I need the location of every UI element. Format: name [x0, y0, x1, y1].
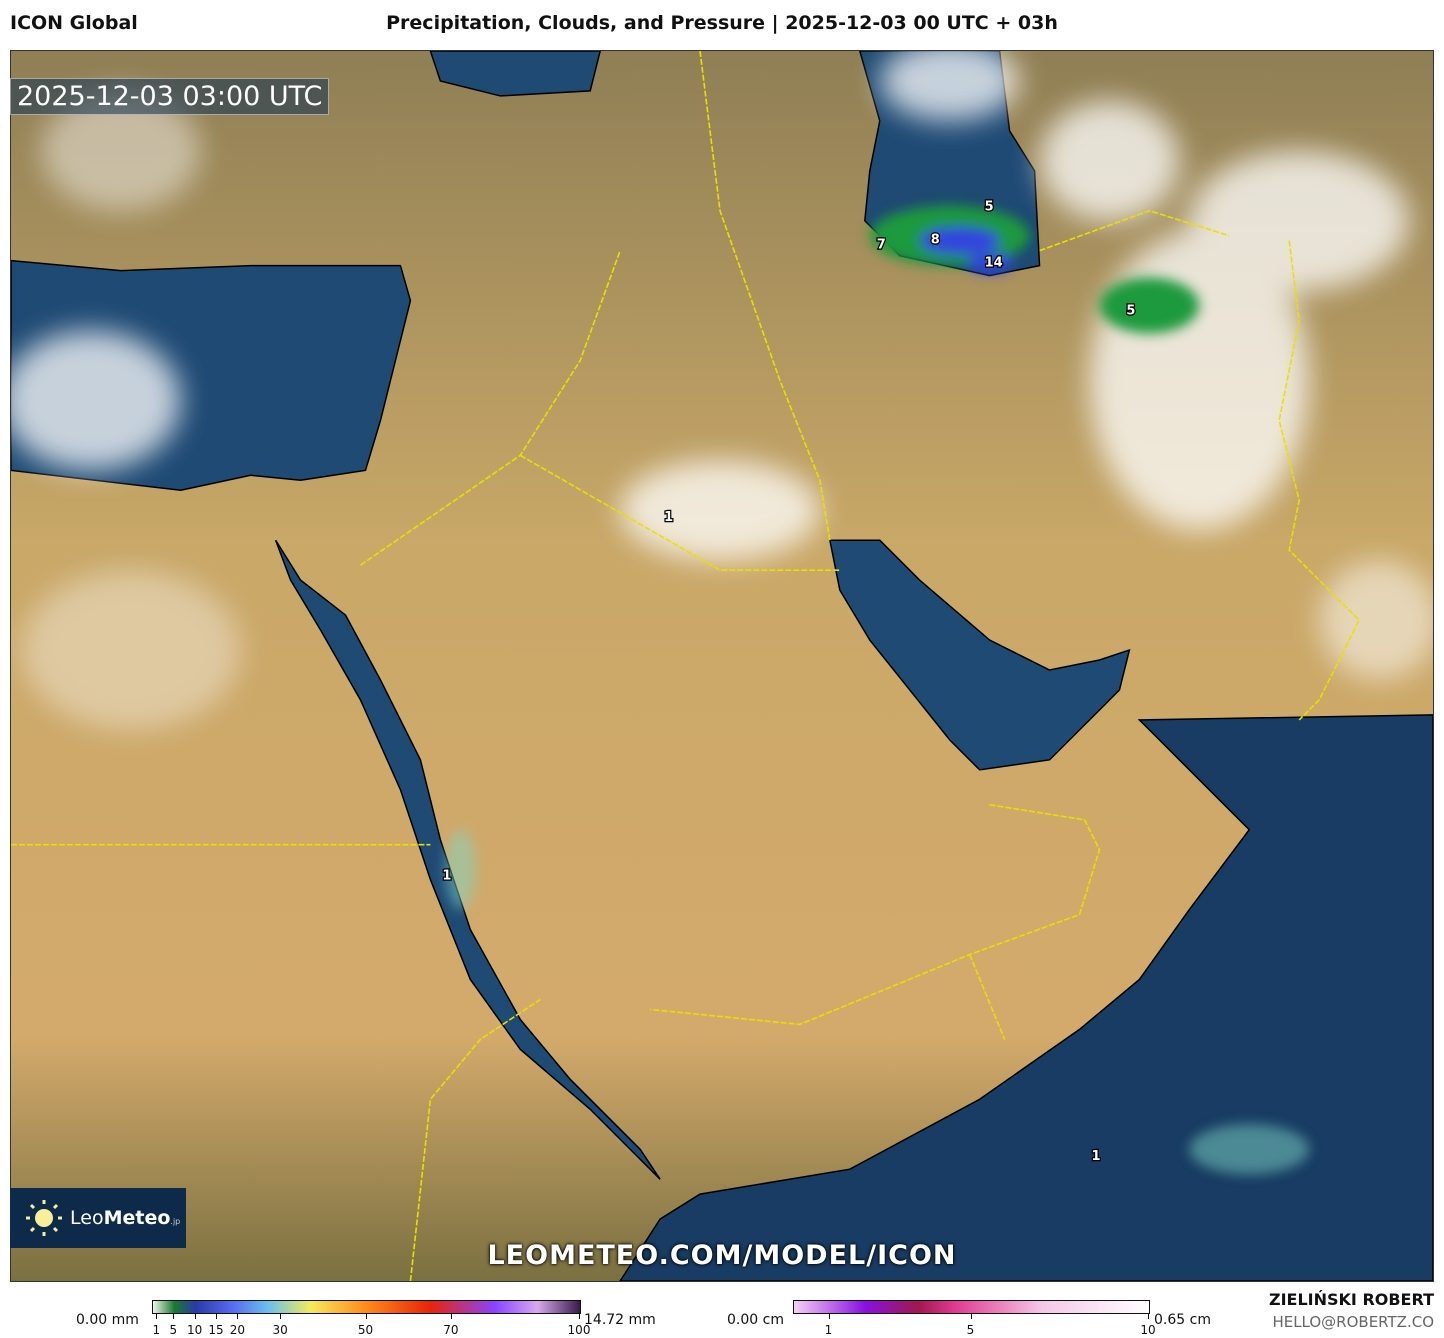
legend-tick-label: 50 [357, 1323, 374, 1337]
red-sea [274, 539, 661, 1180]
legend-tick-label: 10 [1140, 1323, 1156, 1337]
persian-gulf [828, 539, 1131, 771]
rain-legend-max: 14.72 mm [584, 1312, 656, 1328]
legend-tick-label: 15 [208, 1323, 224, 1337]
precip-label: 14 [985, 256, 1003, 271]
precip-label: 5 [1126, 304, 1135, 319]
legend-tick-mark [579, 1314, 580, 1319]
legend-tick-mark [365, 1314, 367, 1319]
precip-label: 8 [931, 233, 940, 248]
snow-legend-max: 0.65 cm [1154, 1312, 1211, 1328]
black-sea [429, 51, 601, 97]
legend-tick-mark [237, 1314, 239, 1319]
precipitation [445, 205, 1310, 1175]
legend-tick-mark [194, 1314, 196, 1319]
logo-text: LeoMeteo.jp [70, 1207, 181, 1229]
weather-map: 5 7 8 14 5 1 1 1 [10, 50, 1434, 1282]
legend-tick-label: 1 [824, 1323, 833, 1337]
pressure-precip-labels: 5 7 8 14 5 1 1 1 [441, 198, 1137, 1165]
precip-label: 1 [1091, 1149, 1100, 1164]
model-name: ICON Global [10, 12, 138, 34]
precip-label: 5 [985, 200, 994, 215]
leometeo-logo[interactable]: LeoMeteo.jp [10, 1188, 186, 1248]
legend-tick-mark [1148, 1314, 1149, 1319]
country-borders [11, 51, 1361, 1281]
legend-tick-label: 20 [229, 1323, 246, 1337]
legend-tick-mark [173, 1314, 175, 1319]
valid-time-stamp: 2025-12-03 03:00 UTC [10, 78, 330, 115]
precip-label: 1 [664, 510, 673, 525]
watermark-url: LEOMETEO.COM/MODEL/ICON [487, 1240, 957, 1271]
legend-tick-mark [156, 1314, 158, 1319]
author-name: ZIELIŃSKI ROBERT [1268, 1290, 1434, 1309]
snow-legend-min: 0.00 cm [727, 1312, 784, 1328]
clouds [11, 51, 1433, 730]
legend-tick-label: 5 [169, 1323, 178, 1337]
legend-tick-mark [280, 1314, 282, 1319]
legend-tick-mark [970, 1314, 972, 1319]
legend-tick-mark [450, 1314, 452, 1319]
precip-label: 7 [877, 238, 886, 253]
legend-tick-label: 1 [152, 1323, 161, 1337]
sun-icon [26, 1200, 62, 1236]
snow-colorbar [793, 1300, 1150, 1314]
author-email[interactable]: HELLO@ROBERTZ.CO [1272, 1313, 1434, 1331]
legend-tick-mark [216, 1314, 218, 1319]
legend-tick-mark [828, 1314, 830, 1319]
chart-title: Precipitation, Clouds, and Pressure | 20… [386, 12, 1058, 34]
legend-tick-label: 70 [443, 1323, 459, 1337]
legend-tick-label: 10 [187, 1323, 203, 1337]
precip-label: 1 [442, 869, 451, 884]
rain-colorbar [152, 1300, 581, 1314]
legend-tick-label: 30 [272, 1323, 288, 1337]
rain-legend-min: 0.00 mm [76, 1312, 139, 1328]
legend-tick-label: 100 [567, 1323, 591, 1337]
legend-tick-label: 5 [966, 1323, 975, 1337]
